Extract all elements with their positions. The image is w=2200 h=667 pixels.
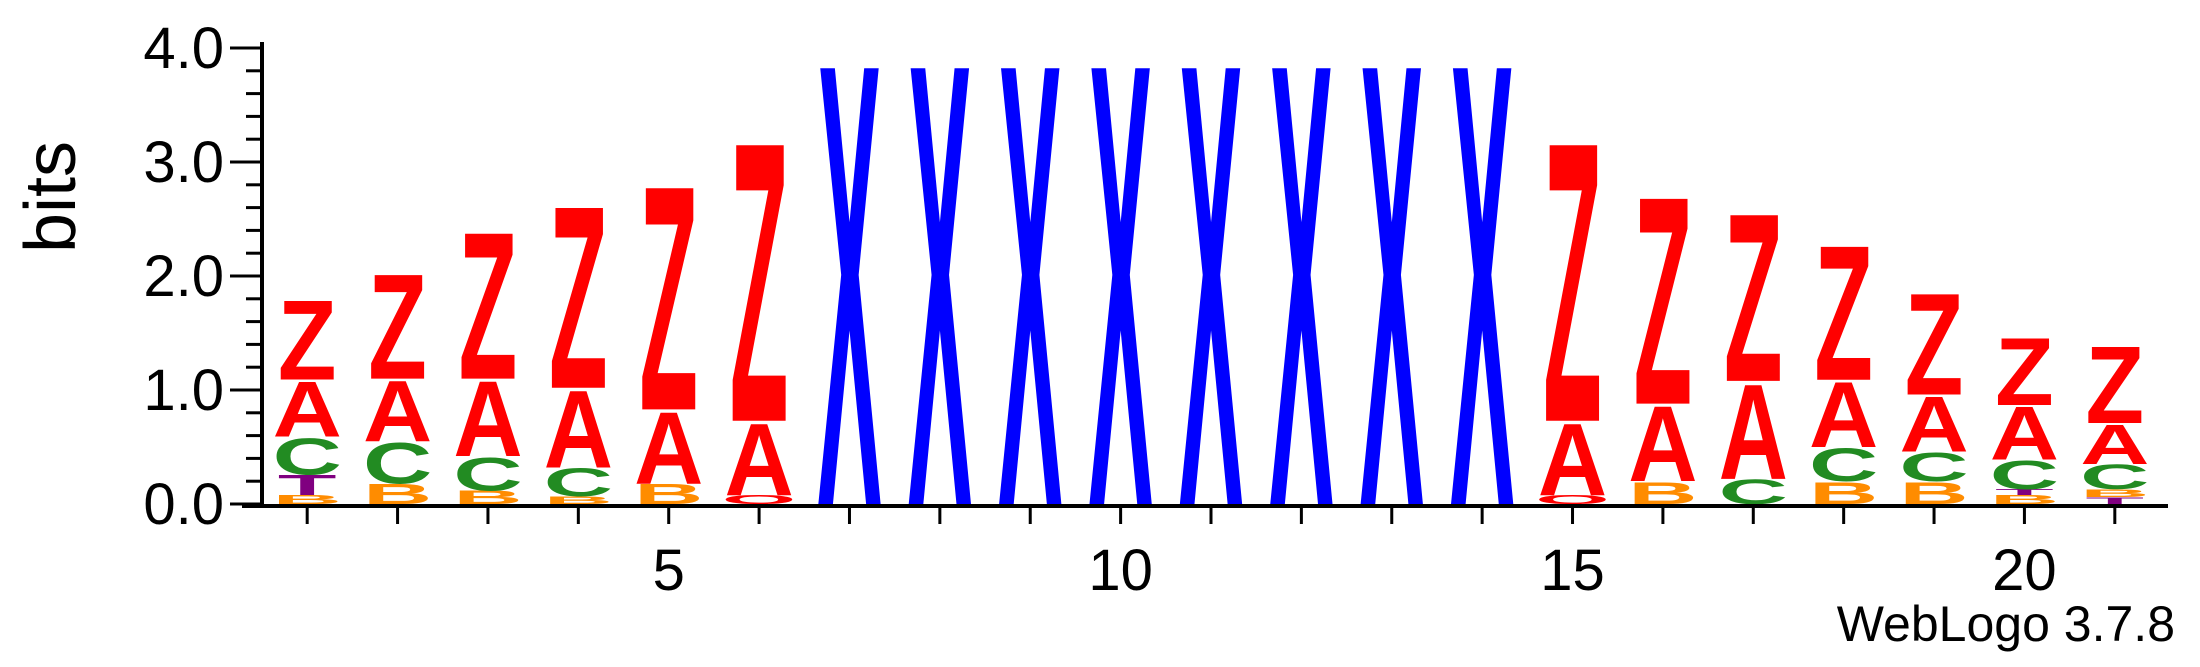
x-tick-label: 15 [1540,538,1605,603]
y-tick-label: 2.0 [143,244,224,309]
logo-column-12: X [1269,0,1333,638]
x-tick-label: 20 [1992,538,2057,603]
logo-letter-z: Z [368,243,427,411]
logo-letter-a: A [1990,392,2059,476]
logo-column-7: X [817,0,881,638]
x-tick-label: 5 [653,538,685,603]
logo-letter-z: Z [549,151,608,443]
logo-letter-c: C [273,428,342,486]
logo-column-16: BAZ [1628,134,1697,511]
x-tick-label: 10 [1088,538,1153,603]
logo-letter-b: B [544,494,613,506]
logo-letter-z: Z [1634,134,1693,466]
logo-letter-a: A [1899,380,1968,469]
logo-letter-c: C [453,448,522,501]
y-tick-label: 3.0 [143,130,224,195]
logo-letter-a: A [363,363,432,460]
y-tick-label: 1.0 [143,358,224,423]
axes: 0.0 1.0 2.0 3.0 4.0 5 10 15 20 [143,16,2168,603]
logo-column-15: QAZ [1535,58,1610,518]
logo-column-14: X [1450,0,1514,638]
logo-letter-z: Z [1905,263,1964,426]
logo-column-13: X [1360,0,1424,638]
logo-letter-z: Z [278,278,337,405]
logo-column-6: QAZ [722,58,797,518]
logo-letter-b: B [273,493,342,507]
logo-letter-a: A [1719,355,1788,508]
logo-column-10: X [1089,0,1153,638]
logo-letter-z: Z [1543,58,1602,506]
logo-letter-t: T [1995,488,2054,497]
logo-letter-a: A [1538,403,1607,518]
logo-letter-x: X [998,0,1062,638]
logo-letter-x: X [1089,0,1153,638]
logo-letter-z: Z [459,188,518,424]
logo-letter-q: Q [1535,493,1610,507]
logo-letter-a: A [453,359,522,479]
logo-letter-c: C [1899,444,1968,490]
logo-letter-a: A [724,403,793,518]
weblogo-credit: WebLogo 3.7.8 [1836,596,2175,652]
logo-letter-z: Z [1724,163,1783,432]
logo-letter-x: X [817,0,881,638]
logo-letter-a: A [634,391,703,506]
logo-letter-z: Z [1814,206,1873,421]
logo-letter-t: T [2086,495,2145,506]
logo-column-17: CAZ [1719,163,1788,512]
logo-letter-z: Z [639,119,698,478]
logo-column-5: BAZ [634,119,703,510]
logo-letter-q: Q [722,493,797,507]
logo-letter-a: A [544,367,613,491]
logo-letter-c: C [1990,452,2059,498]
logo-letter-z: Z [1995,319,2054,426]
logo-letter-x: X [1450,0,1514,638]
logo-letter-c: C [544,460,613,504]
logo-letter-x: X [908,0,972,638]
y-axis-label: bits [11,141,91,253]
logo-letter-a: A [1809,363,1878,468]
logo-letter-b: B [453,487,522,508]
logo-letter-a: A [273,365,342,454]
logo-column-9: X [998,0,1062,638]
logo-letter-z: Z [2086,323,2145,447]
logo-letter-x: X [1269,0,1333,638]
logo-letter-t: T [278,469,337,501]
logo-letter-c: C [363,430,432,496]
logo-letter-z: Z [730,58,789,506]
logo-letter-c: C [2080,458,2149,497]
logo-letter-c: C [1809,439,1878,492]
logo-letter-a: A [1628,384,1697,504]
logo-letter-x: X [1179,0,1243,638]
logo-column-11: X [1179,0,1243,638]
y-tick-label: 0.0 [143,472,224,537]
logo-column-8: X [908,0,972,638]
logo-letter-b: B [2080,487,2149,499]
logo-letter-x: X [1360,0,1424,638]
y-tick-label: 4.0 [143,16,224,81]
logo-letter-b: B [1990,493,2059,507]
logo-letter-a: A [2080,413,2149,477]
